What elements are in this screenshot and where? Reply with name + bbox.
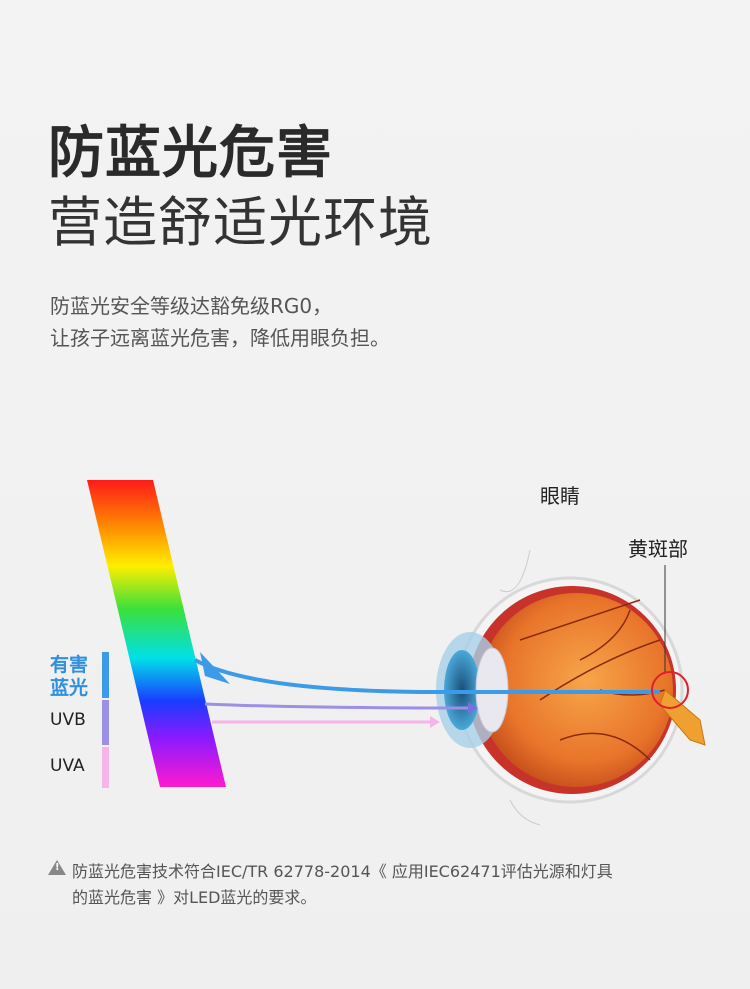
legend-bar-uvb	[102, 700, 109, 745]
legend-label-blue-light: 有害蓝光	[50, 654, 89, 699]
footnote-line-1: 防蓝光危害技术符合IEC/TR 62778-2014《 应用IEC62471评估…	[72, 862, 613, 881]
macula-label: 黄斑部	[628, 537, 688, 561]
page-subtitle: 营造舒适光环境	[48, 191, 433, 254]
warning-icon	[48, 860, 66, 875]
page-title: 防蓝光危害	[48, 121, 333, 186]
light-spectrum-band	[87, 480, 226, 787]
eye-label: 眼睛	[540, 484, 580, 508]
legend-label-uva: UVA	[50, 756, 85, 776]
footnote-line-2: 的蓝光危害 》对LED蓝光的要求。	[72, 888, 317, 907]
legend-bar-uva	[102, 747, 109, 788]
eye-illustration	[436, 549, 706, 826]
uvb-ray	[204, 702, 469, 710]
macula-highlight-circle	[651, 671, 689, 709]
legend-label-uvb: UVB	[50, 710, 86, 730]
legend-bar-blue	[102, 652, 109, 698]
description-line-2: 让孩子远离蓝光危害，降低用眼负担。	[50, 326, 390, 350]
description-line-1: 防蓝光安全等级达豁免级RG0，	[50, 294, 333, 318]
